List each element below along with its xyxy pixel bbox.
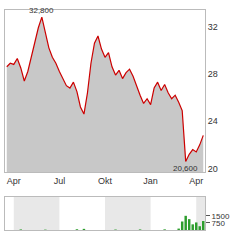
svg-text:24: 24 <box>208 116 218 126</box>
svg-text:Apr: Apr <box>189 176 203 186</box>
svg-text:32,800: 32,800 <box>29 6 54 15</box>
svg-text:20: 20 <box>208 164 218 174</box>
svg-text:20,600: 20,600 <box>173 164 198 173</box>
svg-text:1500: 1500 <box>212 212 230 221</box>
svg-text:32: 32 <box>208 22 218 32</box>
svg-text:Jul: Jul <box>54 176 66 186</box>
svg-text:Jan: Jan <box>143 176 158 186</box>
svg-text:28: 28 <box>208 69 218 79</box>
svg-text:Okt: Okt <box>98 176 113 186</box>
svg-text:750: 750 <box>212 219 226 228</box>
svg-text:Apr: Apr <box>7 176 21 186</box>
